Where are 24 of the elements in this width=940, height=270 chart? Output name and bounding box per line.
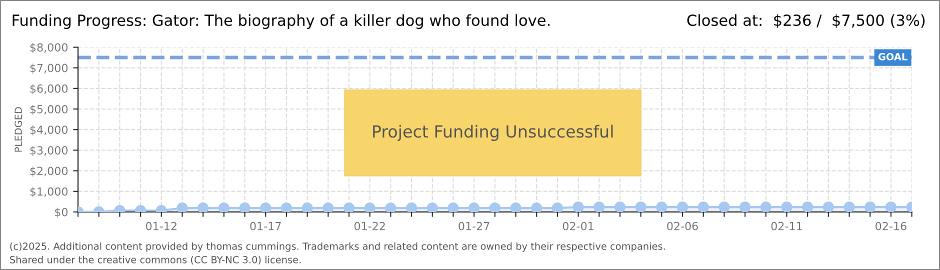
x-tick-label: 01-17 xyxy=(250,222,281,230)
annotation: Project Funding Unsuccessful xyxy=(373,124,613,141)
y-tick-label: $1,000 xyxy=(30,187,68,198)
y-tick-label: $0 xyxy=(55,208,68,218)
chart-subtitle: Closed at: $236 / $7,500 (3%) xyxy=(687,14,925,28)
chart-title: Funding Progress: Gator: The biography of a killer dog who found love. xyxy=(12,14,550,29)
y-tick-label: $7,000 xyxy=(30,64,68,74)
y-tick-label: $2,000 xyxy=(30,166,68,177)
x-tick-label: 02-06 xyxy=(667,222,698,230)
x-tick-label: 01-22 xyxy=(354,222,385,230)
x-tick-label: 02-01 xyxy=(562,222,594,230)
ref-line-label: GOAL xyxy=(878,53,908,60)
y-tick-label: $8,000 xyxy=(30,43,68,54)
text: (c)2025. Additional content provided by thomas cummings. Trademarks and related content are owned by their respective companies. xyxy=(10,242,665,252)
x-tick-label: 01-12 xyxy=(146,222,176,230)
y-axis-title: PLEDGED xyxy=(14,107,22,152)
y-tick-label: $6,000 xyxy=(30,84,68,94)
y-tick-label: $5,000 xyxy=(30,104,68,115)
x-tick-label: 01-27 xyxy=(458,222,490,230)
x-tick-label: 02-11 xyxy=(771,222,802,230)
y-tick-label: $4,000 xyxy=(30,125,68,136)
x-tick-label: 02-16 xyxy=(876,222,906,230)
text: Shared under the creative commons (CC BY-NC 3.0) license. xyxy=(10,256,301,265)
y-tick-label: $3,000 xyxy=(30,146,68,156)
